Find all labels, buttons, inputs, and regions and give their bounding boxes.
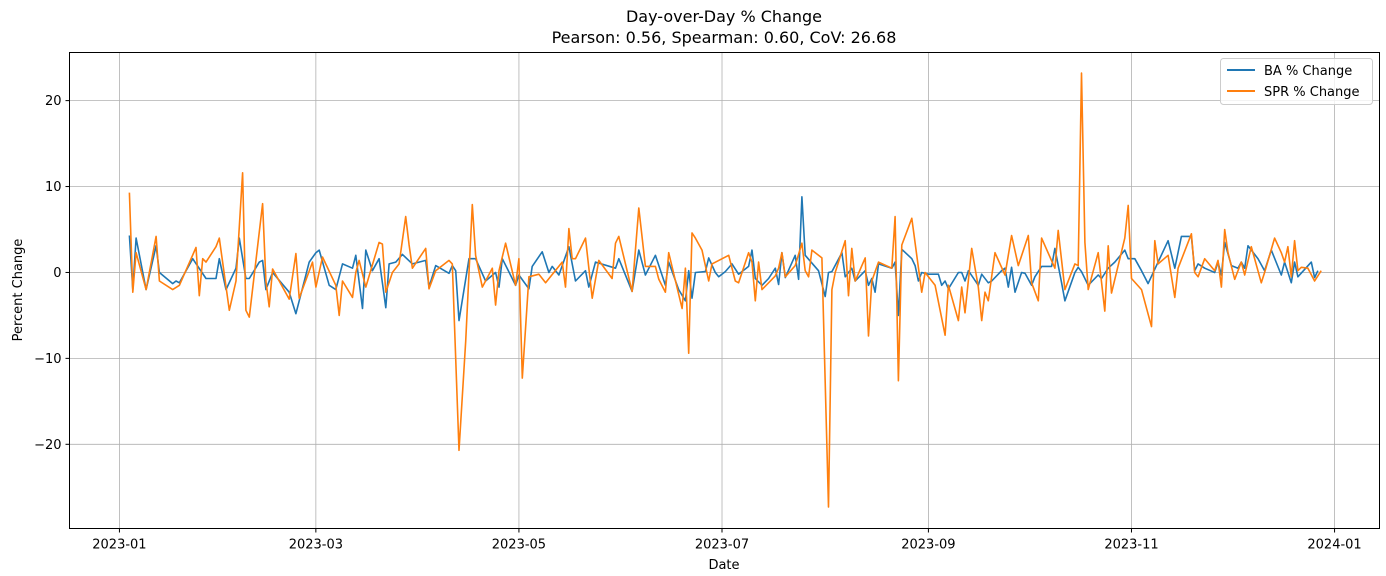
legend-label-spr: SPR % Change — [1264, 85, 1360, 100]
chart-title: Day-over-Day % Change — [626, 7, 822, 26]
y-tick-label: 0 — [53, 266, 61, 281]
plot-frame — [69, 52, 1380, 529]
y-tick-label: −10 — [34, 352, 61, 367]
series-lines — [128, 72, 1322, 508]
legend-box — [1220, 58, 1373, 105]
axis-ticks: 2023-01 2023-03 2023-05 2023-07 2023-09 2023-… — [34, 94, 1362, 552]
x-tick-label: 2023-05 — [492, 538, 546, 553]
legend: BA % Change SPR % Change — [1220, 58, 1373, 105]
x-tick-label: 2023-11 — [1104, 538, 1158, 553]
x-tick-label: 2024-01 — [1307, 538, 1361, 553]
legend-label-ba: BA % Change — [1264, 64, 1352, 79]
y-tick-label: 20 — [45, 94, 62, 109]
x-tick-label: 2023-03 — [289, 538, 343, 553]
series-line-spr — [128, 72, 1322, 508]
x-tick-label: 2023-01 — [92, 538, 146, 553]
x-tick-label: 2023-09 — [901, 538, 955, 553]
y-tick-label: 10 — [45, 180, 62, 195]
chart-subtitle: Pearson: 0.56, Spearman: 0.60, CoV: 26.6… — [552, 28, 897, 47]
y-tick-label: −20 — [34, 438, 61, 453]
x-axis-label: Date — [708, 558, 739, 572]
grid-lines — [69, 52, 1380, 529]
x-tick-label: 2023-07 — [695, 538, 749, 553]
y-axis-label: Percent Change — [11, 239, 26, 342]
